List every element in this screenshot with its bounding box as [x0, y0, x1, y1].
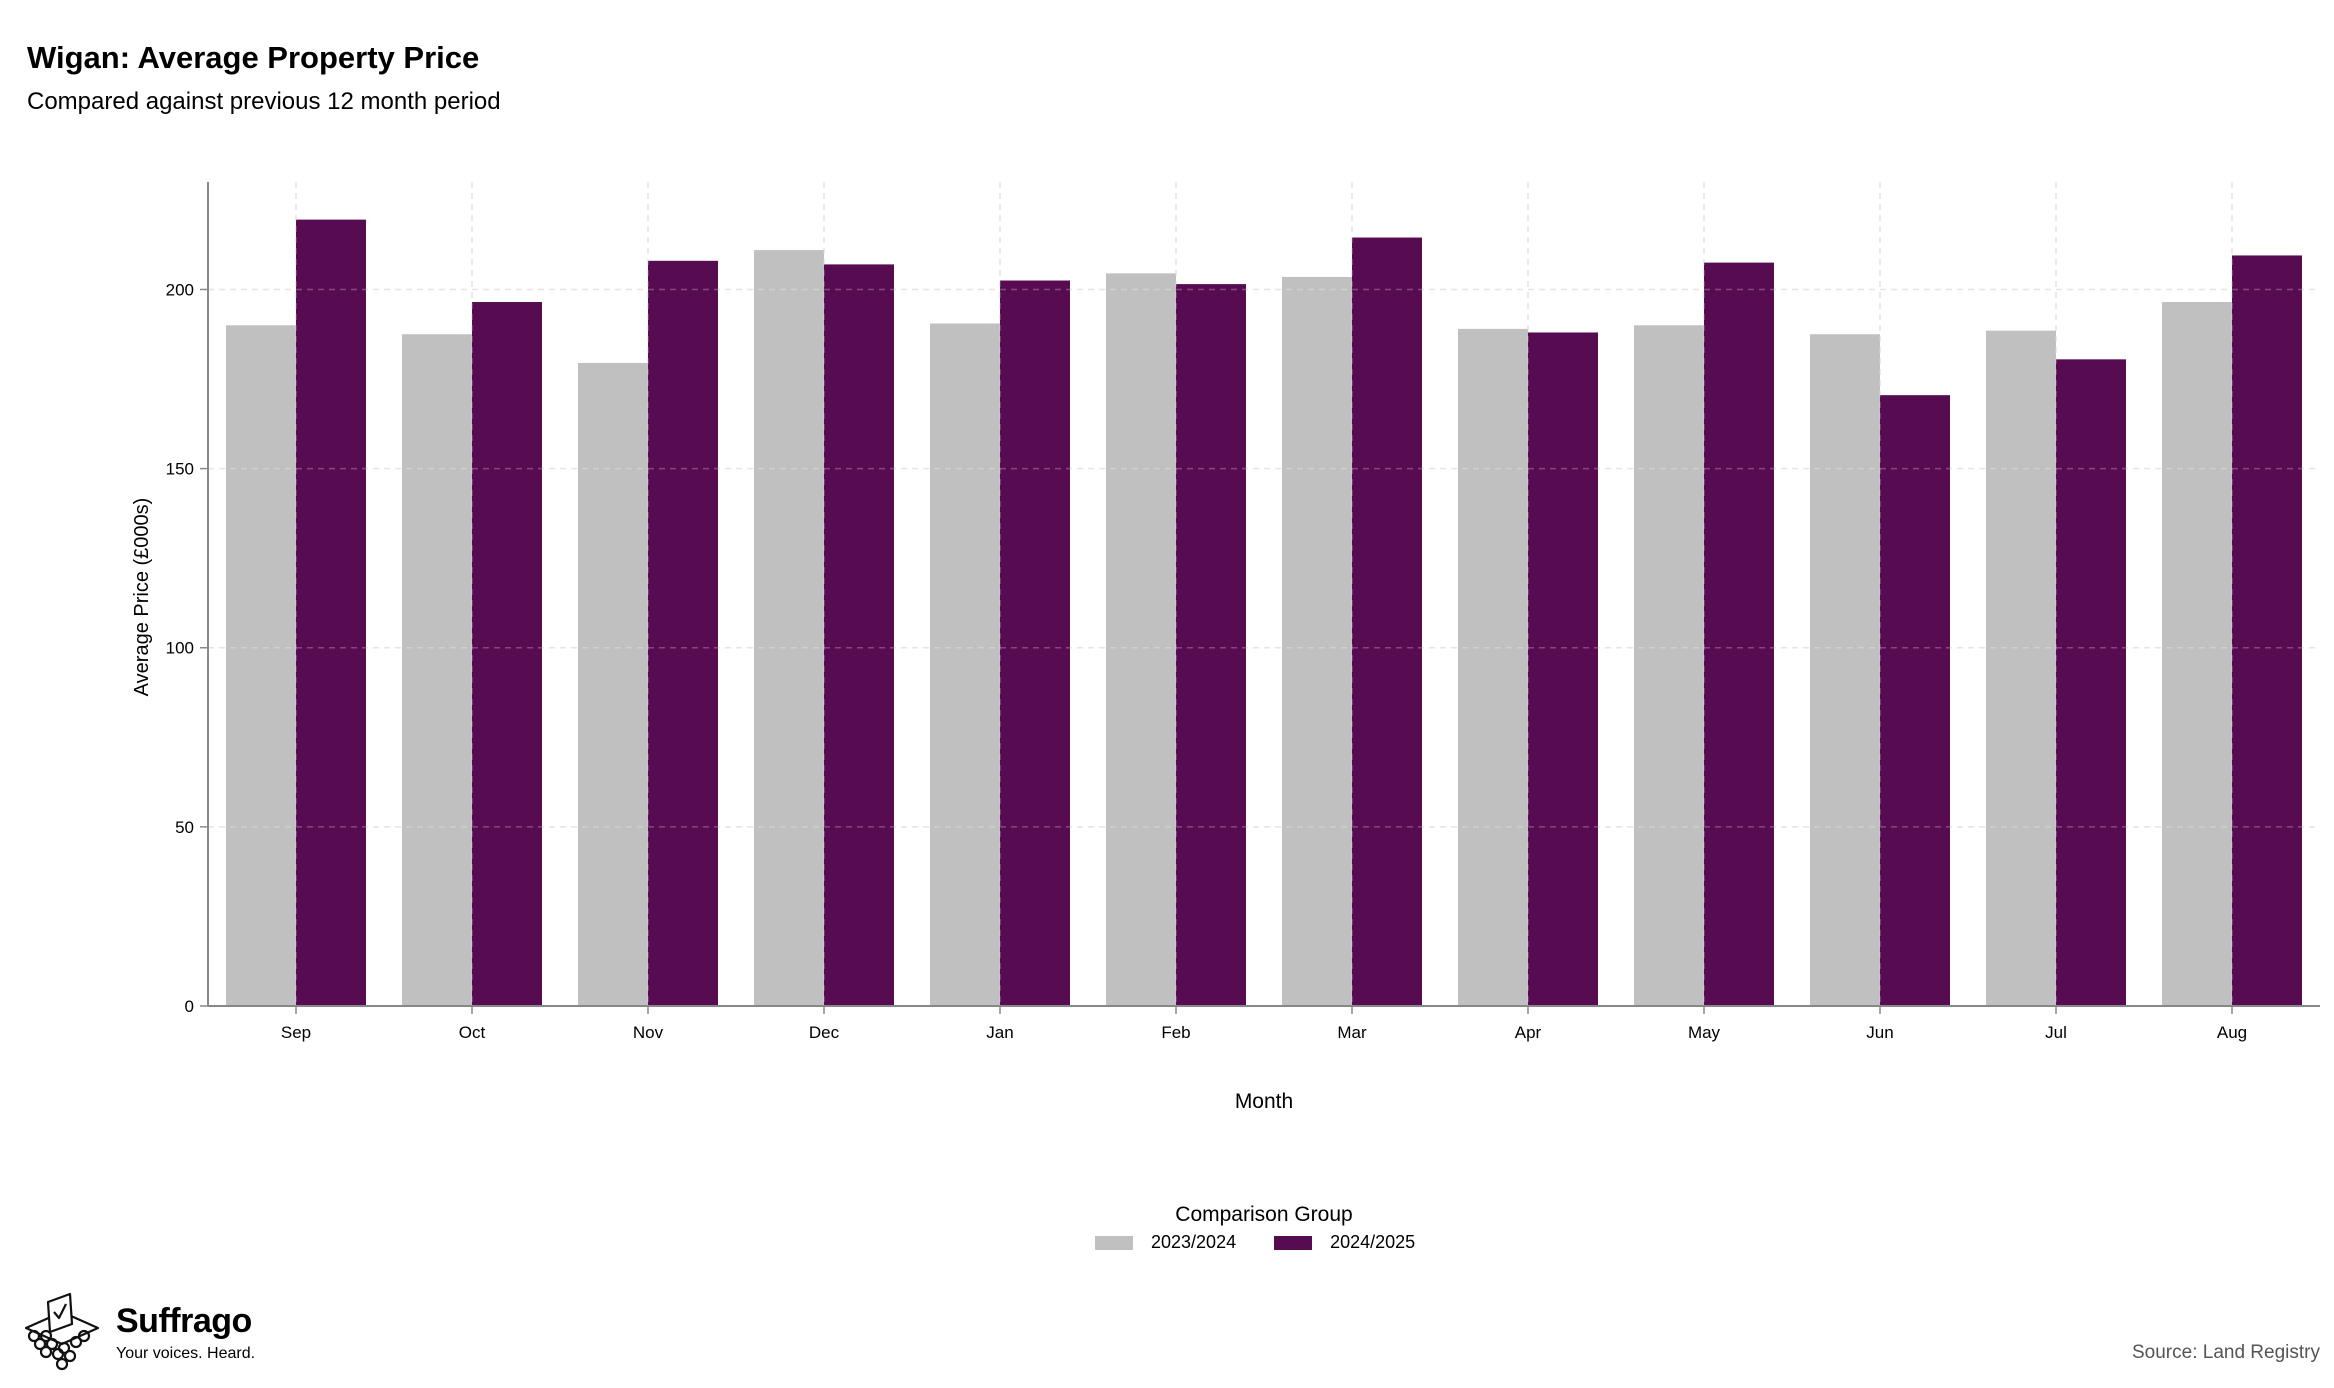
bar-2023-2024-feb — [1106, 273, 1176, 1006]
bar-2024-2025-sep — [296, 219, 366, 1007]
y-axis-title: Average Price (£000s) — [131, 498, 153, 697]
bar-2023-2024-mar — [1282, 276, 1352, 1007]
bar-2023-2024-oct — [402, 334, 472, 1006]
chart-title: Wigan: Average Property Price — [27, 40, 480, 75]
bar-2024-2025-feb — [1176, 284, 1246, 1006]
y-tick-label: 150 — [166, 460, 194, 479]
y-tick-label: 0 — [185, 997, 194, 1016]
chart-subtitle: Compared against previous 12 month perio… — [27, 88, 501, 115]
brand-logo: Suffrago Your voices. Heard. — [14, 1290, 255, 1374]
axes: 0 50 100 150 200 Sep Oct Nov Dec Jan Feb Mar Apr May J… — [166, 182, 2320, 1042]
x-tick-label: Mar — [1337, 1023, 1367, 1042]
bar-2023-2024-may — [1634, 325, 1704, 1007]
bar-2024-2025-dec — [824, 264, 894, 1006]
x-tick-label: Oct — [459, 1023, 486, 1042]
legend-swatch-2024-2025 — [1274, 1235, 1313, 1250]
y-tick-label: 200 — [166, 280, 194, 299]
source-note: Source: Land Registry — [2132, 1342, 2320, 1363]
legend: 2023/2024 2024/2025 — [1095, 1232, 1453, 1253]
legend-swatch-2023-2024 — [1095, 1235, 1133, 1250]
legend-label-2023-2024: 2023/2024 — [1151, 1232, 1237, 1252]
bar-2024-2025-nov — [648, 260, 718, 1006]
x-axis-title: Month — [1235, 1090, 1293, 1113]
bar-2024-2025-jan — [1000, 280, 1070, 1006]
legend-item-2024-2025: 2024/2025 — [1274, 1232, 1415, 1253]
x-tick-label: Jul — [2045, 1023, 2067, 1042]
x-tick-label: May — [1688, 1023, 1721, 1042]
bar-2023-2024-aug — [2162, 302, 2232, 1006]
bar-2024-2025-may — [1704, 262, 1774, 1006]
x-tick-label: Dec — [809, 1023, 840, 1042]
bar-2023-2024-dec — [754, 250, 824, 1006]
bar-2024-2025-jun — [1880, 395, 1950, 1006]
bar-2024-2025-aug — [2232, 255, 2302, 1006]
x-tick-label: Jan — [986, 1023, 1013, 1042]
legend-label-2024-2025: 2024/2025 — [1330, 1232, 1416, 1252]
ballot-box-icon — [24, 1292, 100, 1371]
y-tick-label: 50 — [175, 818, 194, 837]
x-tick-label: Sep — [281, 1023, 311, 1042]
x-tick-label: Jun — [1866, 1023, 1893, 1042]
x-tick-label: Feb — [1161, 1023, 1190, 1042]
legend-item-2023-2024: 2023/2024 — [1095, 1232, 1236, 1253]
brand-tagline: Your voices. Heard. — [116, 1345, 256, 1362]
bar-2023-2024-nov — [578, 362, 648, 1006]
bar-2024-2025-oct — [472, 302, 542, 1006]
bar-2023-2024-jun — [1810, 334, 1880, 1006]
bar-2024-2025-jul — [2056, 359, 2126, 1007]
bar-2023-2024-jan — [930, 323, 1000, 1006]
bar-2024-2025-mar — [1352, 237, 1422, 1006]
brand-name: Suffrago — [116, 1302, 252, 1340]
legend-title: Comparison Group — [1175, 1203, 1353, 1226]
x-tick-label: Nov — [633, 1023, 664, 1042]
y-tick-label: 100 — [166, 639, 194, 658]
x-tick-label: Apr — [1515, 1023, 1542, 1042]
bar-2024-2025-apr — [1528, 332, 1598, 1006]
bar-2023-2024-jul — [1986, 330, 2056, 1007]
bars — [208, 182, 2320, 1007]
bar-2023-2024-apr — [1458, 328, 1528, 1006]
bar-2023-2024-sep — [226, 325, 296, 1007]
x-tick-label: Aug — [2217, 1023, 2247, 1042]
